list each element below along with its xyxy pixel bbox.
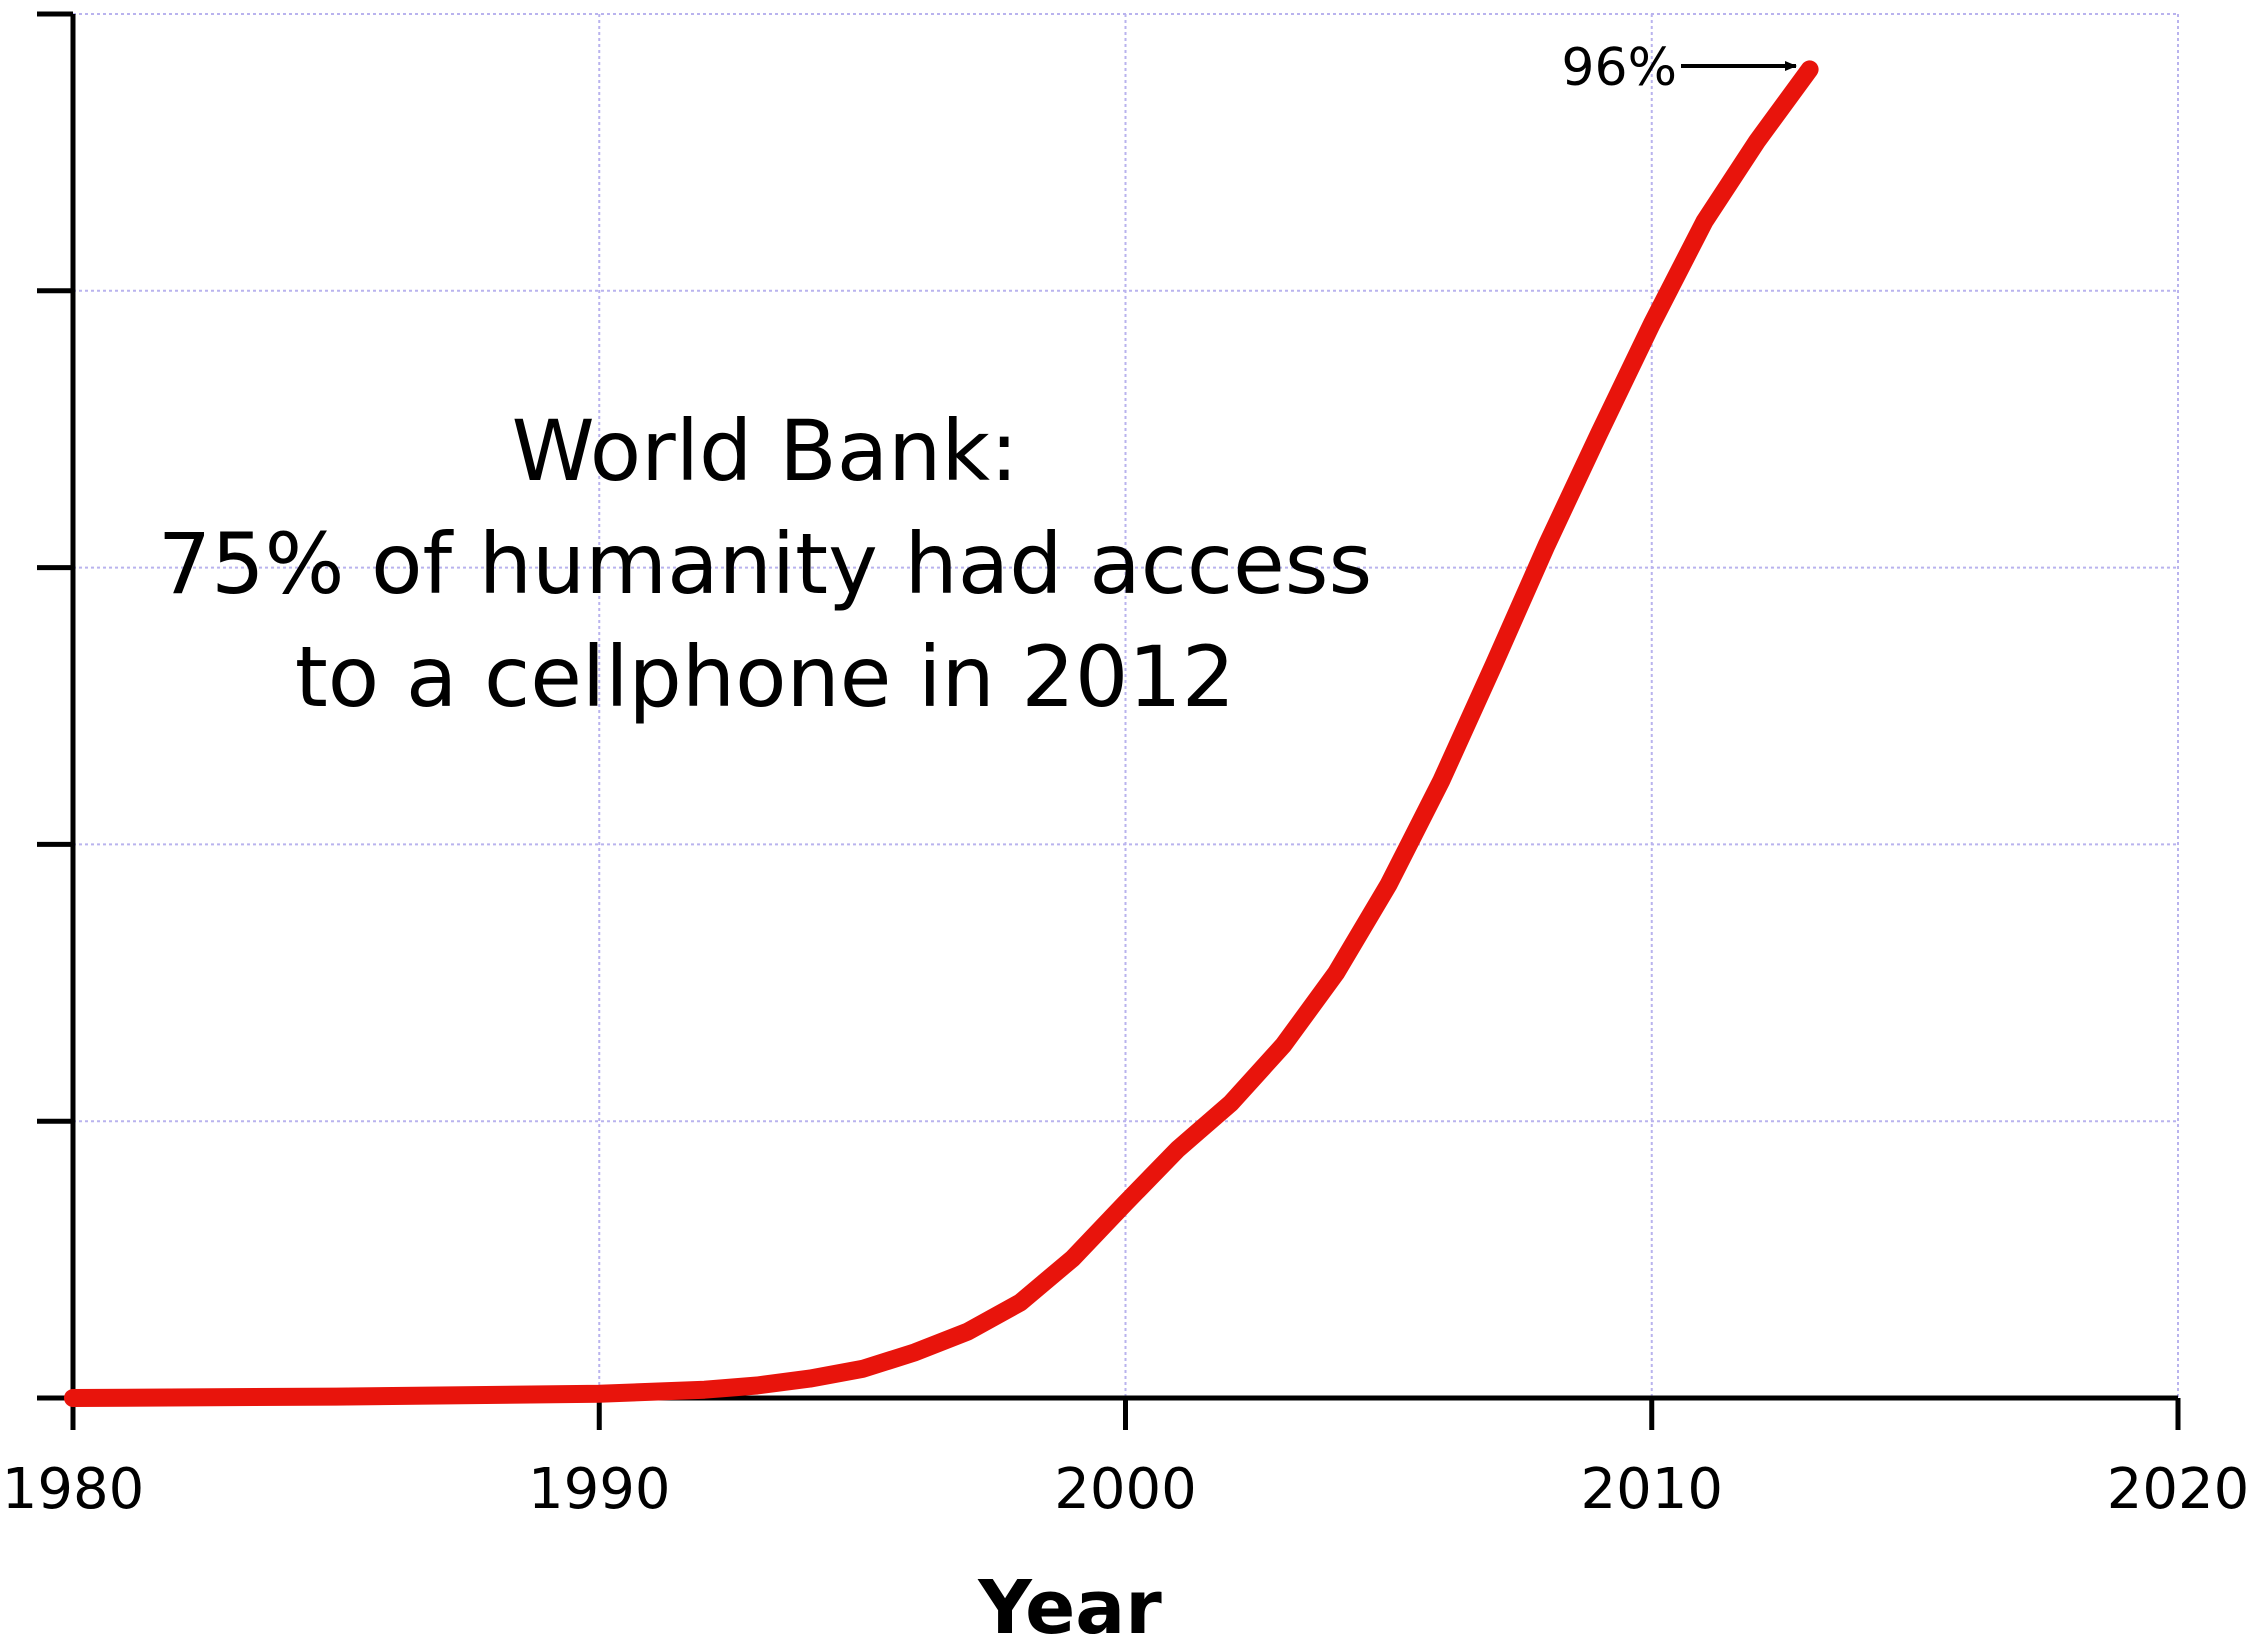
x-tick-label: 2010 bbox=[1580, 1457, 1723, 1522]
callout: 96% bbox=[1561, 38, 1797, 98]
x-tick-label: 1990 bbox=[528, 1457, 671, 1522]
grid bbox=[73, 13, 2179, 1398]
annotation-line-3: to a cellphone in 2012 bbox=[295, 628, 1235, 726]
annotation-line-1: World Bank: bbox=[512, 402, 1019, 500]
x-tick-label: 2020 bbox=[2107, 1457, 2250, 1522]
x-tick-label: 2000 bbox=[1054, 1457, 1197, 1522]
tick-marks bbox=[37, 11, 2181, 1430]
callout-label: 96% bbox=[1561, 38, 1677, 98]
series-line bbox=[64, 60, 1819, 1407]
annotation: World Bank: 75% of humanity had access t… bbox=[158, 402, 1373, 726]
x-tick-labels: 1980 1990 2000 2010 2020 bbox=[2, 1457, 2250, 1522]
annotation-line-2: 75% of humanity had access bbox=[158, 515, 1373, 613]
x-tick-label: 1980 bbox=[2, 1457, 145, 1522]
x-axis-title: Year bbox=[977, 1565, 1162, 1641]
